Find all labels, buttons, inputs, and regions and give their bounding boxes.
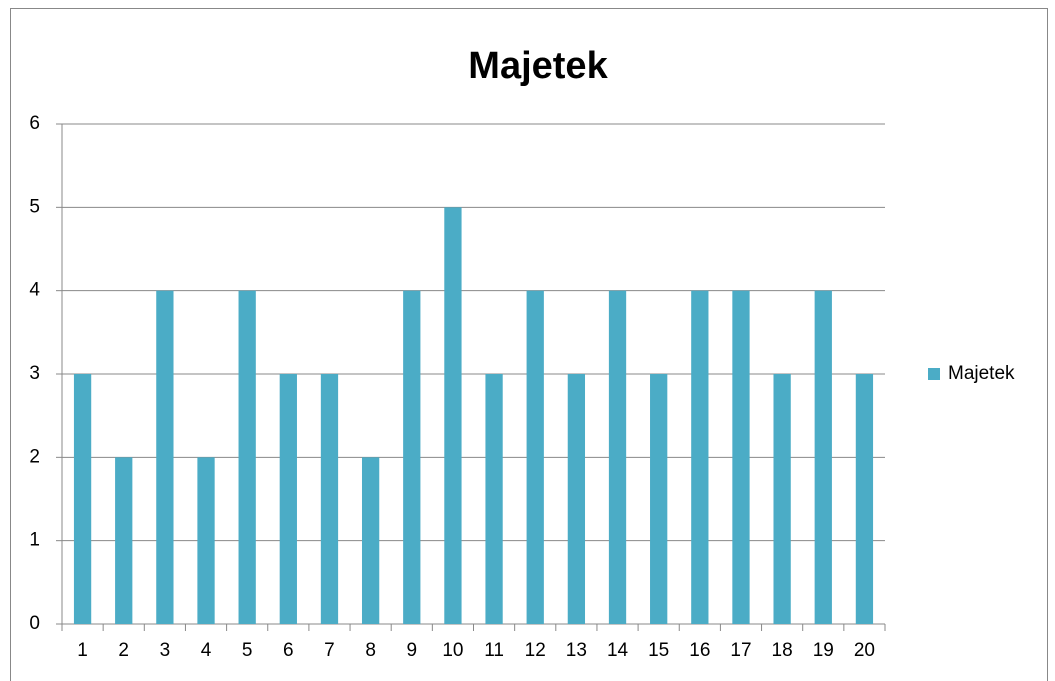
x-tick-label: 4 bbox=[201, 640, 212, 661]
bar bbox=[444, 207, 462, 625]
legend-label: Majetek bbox=[948, 363, 1015, 384]
x-tick-label: 9 bbox=[406, 640, 417, 661]
x-tick-label: 8 bbox=[365, 640, 376, 661]
bar bbox=[732, 290, 750, 624]
bar bbox=[814, 290, 832, 624]
y-tick-label: 0 bbox=[29, 613, 40, 634]
y-tick-label: 2 bbox=[29, 446, 40, 467]
bar bbox=[691, 290, 709, 624]
bar bbox=[238, 290, 256, 624]
x-tick-label: 5 bbox=[242, 640, 253, 661]
x-tick-label: 16 bbox=[689, 640, 710, 661]
x-tick-label: 6 bbox=[283, 640, 294, 661]
x-tick-label: 11 bbox=[484, 640, 504, 661]
bar bbox=[608, 290, 627, 624]
x-tick-label: 18 bbox=[772, 640, 793, 661]
chart-title: Majetek bbox=[468, 45, 608, 87]
x-tick-label: 17 bbox=[730, 640, 751, 661]
bar bbox=[156, 290, 174, 624]
bar bbox=[361, 457, 380, 624]
x-tick-label: 19 bbox=[813, 640, 834, 661]
bar bbox=[403, 290, 421, 624]
bar bbox=[73, 374, 92, 624]
x-tick-label: 3 bbox=[160, 640, 171, 661]
legend-swatch bbox=[928, 368, 940, 380]
bar bbox=[773, 374, 791, 624]
y-tick-label: 6 bbox=[29, 113, 40, 134]
bar bbox=[567, 374, 586, 624]
bar bbox=[197, 457, 215, 624]
bar bbox=[485, 374, 503, 624]
x-tick-label: 7 bbox=[324, 640, 335, 661]
x-tick-label: 13 bbox=[566, 640, 587, 661]
bar bbox=[650, 374, 668, 624]
y-tick-label: 3 bbox=[29, 363, 40, 384]
bar bbox=[115, 457, 133, 624]
x-tick-label: 14 bbox=[607, 640, 629, 661]
y-tick-label: 1 bbox=[29, 530, 40, 551]
x-tick-label: 20 bbox=[854, 640, 875, 661]
x-tick-label: 15 bbox=[648, 640, 669, 661]
bar bbox=[855, 374, 874, 624]
bar bbox=[320, 374, 339, 624]
bar bbox=[526, 290, 544, 624]
bar bbox=[279, 374, 297, 624]
x-tick-label: 12 bbox=[525, 640, 546, 661]
y-tick-label: 4 bbox=[29, 280, 40, 301]
x-tick-label: 1 bbox=[77, 640, 88, 661]
y-tick-label: 5 bbox=[29, 196, 40, 217]
x-tick-label: 10 bbox=[442, 640, 463, 661]
x-tick-label: 2 bbox=[118, 640, 129, 661]
